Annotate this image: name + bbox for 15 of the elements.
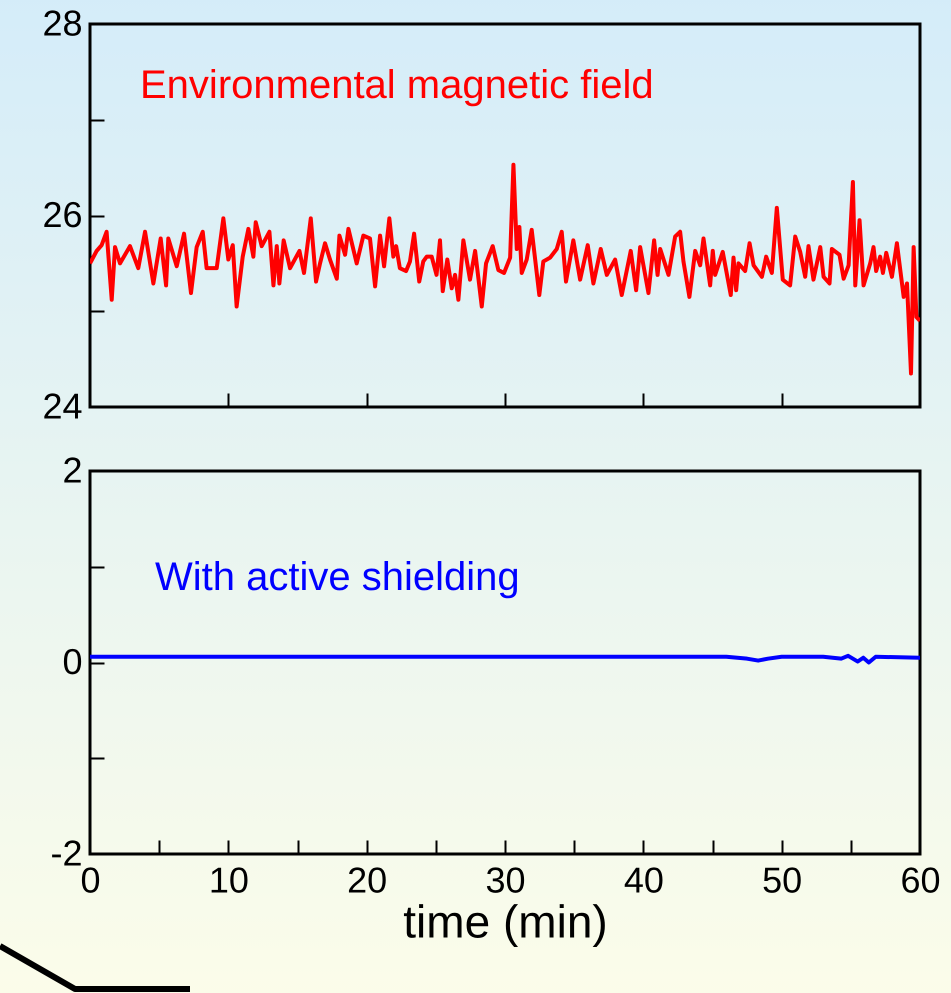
y-tick-label: 2 (62, 450, 82, 490)
x-tick-label: 60 (900, 860, 941, 900)
x-tick-label: 10 (208, 860, 249, 900)
x-tick-label: 40 (624, 860, 664, 900)
y-tick-label: 24 (42, 386, 82, 426)
y-tick-label: 28 (42, 2, 82, 44)
series-label: With active shielding (155, 555, 520, 599)
line-series (90, 162, 920, 376)
text: Environmental magnetic field (140, 63, 654, 107)
x-tick-label: 20 (347, 860, 388, 900)
x-tick-label: 50 (762, 860, 802, 900)
y-tick-label: 26 (42, 194, 82, 235)
y-tick-label: 0 (62, 641, 82, 682)
line-series (90, 654, 920, 664)
y-tick-label: -2 (50, 832, 82, 874)
